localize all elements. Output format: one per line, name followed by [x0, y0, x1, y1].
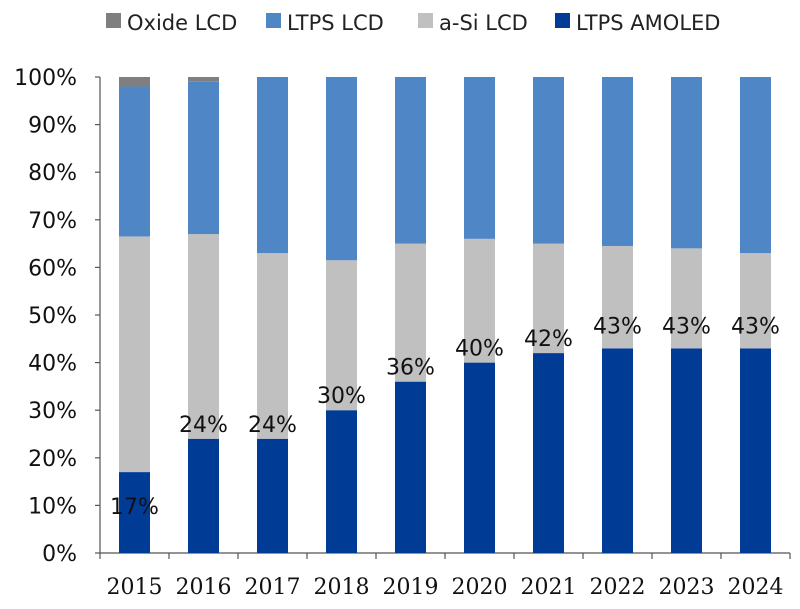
bar-a-si-lcd-2016: [188, 234, 219, 439]
bar-a-si-lcd-2021: [533, 243, 564, 354]
bar-ltps-lcd-2019: [395, 77, 426, 244]
x-tick-label: 2017: [245, 575, 301, 600]
bar-oxide-lcd-2015: [119, 77, 150, 87]
bar-ltps-lcd-2020: [464, 77, 495, 239]
bar-a-si-lcd-2020: [464, 238, 495, 363]
bar-a-si-lcd-2023: [671, 248, 702, 349]
legend-swatch-ltps-amoled: [555, 13, 570, 28]
x-tick-label: 2024: [728, 575, 784, 600]
bar-a-si-lcd-2015: [119, 236, 150, 473]
data-label-2018: 30%: [317, 384, 366, 409]
data-label-2019: 36%: [386, 356, 435, 381]
y-tick-label: 60%: [28, 256, 77, 281]
bars: [119, 77, 771, 553]
bar-a-si-lcd-2019: [395, 243, 426, 382]
bar-a-si-lcd-2024: [740, 253, 771, 349]
legend-label: a-Si LCD: [439, 11, 528, 35]
bar-ltps-lcd-2015: [119, 86, 150, 237]
y-tick-label: 20%: [28, 447, 77, 472]
x-tick-label: 2023: [659, 575, 715, 600]
legend: Oxide LCD LTPS LCD a-Si LCD LTPS AMOLED: [106, 11, 720, 35]
data-label-2020: 40%: [455, 337, 504, 362]
y-tick-label: 90%: [28, 114, 77, 139]
data-label-2024: 43%: [731, 314, 780, 339]
bar-ltps-amoled-2020: [464, 362, 495, 553]
data-label-2016: 24%: [179, 413, 228, 438]
bar-a-si-lcd-2018: [326, 260, 357, 411]
bar-ltps-lcd-2022: [602, 77, 633, 246]
x-tick-label: 2015: [107, 575, 163, 600]
bar-ltps-amoled-2023: [671, 348, 702, 553]
x-tick-label: 2020: [452, 575, 508, 600]
bar-ltps-lcd-2017: [257, 77, 288, 254]
y-tick-label: 30%: [28, 399, 77, 424]
bar-ltps-amoled-2015: [119, 472, 150, 553]
axes: 0% 10% 20% 30% 40% 50% 60% 70% 80% 90% 100% 2015 201…: [14, 66, 791, 600]
y-tick-label: 40%: [28, 352, 77, 377]
bar-ltps-amoled-2021: [533, 353, 564, 553]
bar-a-si-lcd-2017: [257, 253, 288, 439]
bar-ltps-amoled-2019: [395, 381, 426, 553]
bar-ltps-lcd-2016: [188, 81, 219, 235]
x-tick-label: 2018: [314, 575, 370, 600]
data-label-2023: 43%: [662, 314, 711, 339]
bar-ltps-lcd-2024: [740, 77, 771, 254]
legend-label: Oxide LCD: [127, 11, 237, 35]
legend-swatch-oxide-lcd: [106, 13, 121, 28]
legend-label: LTPS LCD: [287, 11, 384, 35]
y-tick-label: 0%: [42, 542, 77, 567]
data-label-2022: 43%: [593, 314, 642, 339]
bar-ltps-lcd-2018: [326, 77, 357, 261]
bar-ltps-amoled-2022: [602, 348, 633, 553]
x-tick-label: 2021: [521, 575, 577, 600]
legend-swatch-ltps-lcd: [266, 13, 281, 28]
x-tick-label: 2016: [176, 575, 232, 600]
bar-ltps-lcd-2023: [671, 77, 702, 249]
bar-a-si-lcd-2022: [602, 245, 633, 349]
y-tick-label: 70%: [28, 209, 77, 234]
bar-ltps-amoled-2016: [188, 438, 219, 553]
data-labels: 17% 24% 24% 30% 36% 40% 42% 43% 43% 43%: [110, 314, 780, 520]
x-tick-label: 2019: [383, 575, 439, 600]
x-tick-label: 2022: [590, 575, 646, 600]
bar-ltps-amoled-2017: [257, 438, 288, 553]
data-label-2021: 42%: [524, 327, 573, 352]
data-label-2015: 17%: [110, 495, 159, 520]
legend-label: LTPS AMOLED: [576, 11, 720, 35]
legend-swatch-a-si-lcd: [418, 13, 433, 28]
data-label-2017: 24%: [248, 413, 297, 438]
bar-ltps-lcd-2021: [533, 77, 564, 244]
bar-oxide-lcd-2016: [188, 77, 219, 82]
bar-ltps-amoled-2018: [326, 410, 357, 553]
bar-ltps-amoled-2024: [740, 348, 771, 553]
y-tick-label: 80%: [28, 161, 77, 186]
y-tick-label: 10%: [28, 494, 77, 519]
y-tick-label: 100%: [14, 66, 77, 91]
y-tick-label: 50%: [28, 304, 77, 329]
